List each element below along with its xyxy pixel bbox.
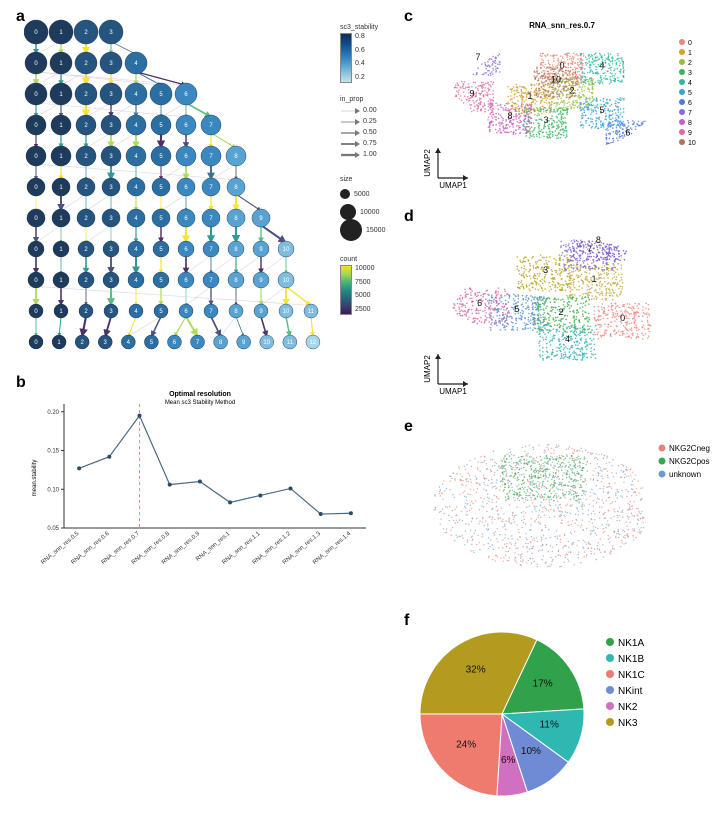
legend-count: count 10000750050002500 <box>340 256 374 315</box>
stability-line-chart: 0.050.100.150.20RNA_snn_res.0.5RNA_snn_r… <box>26 386 374 570</box>
svg-text:1: 1 <box>527 91 532 101</box>
svg-text:5: 5 <box>599 105 604 115</box>
svg-text:3: 3 <box>543 115 548 125</box>
svg-text:6: 6 <box>688 100 692 107</box>
svg-text:UMAP2: UMAP2 <box>423 355 432 383</box>
panel-label-d: d <box>404 208 414 226</box>
svg-text:4: 4 <box>688 80 692 87</box>
legend-title: sc3_stability <box>340 24 378 31</box>
legend-title: in_prop <box>340 96 377 103</box>
svg-text:4: 4 <box>599 60 604 70</box>
umap-c: RNA_snn_res.0.7 0 1 2 3 4 5 6 7 8 9 10 UMAP1 UMAP2 0 1 2… <box>416 18 712 204</box>
svg-text:1: 1 <box>591 274 596 284</box>
legend-in-prop: in_prop 0.000.250.500.751.00 <box>340 96 377 160</box>
svg-text:0: 0 <box>559 60 564 70</box>
svg-text:7: 7 <box>587 244 592 254</box>
svg-text:2: 2 <box>558 307 563 317</box>
svg-text:UMAP1: UMAP1 <box>439 387 467 396</box>
svg-text:10: 10 <box>283 278 290 284</box>
legend-title: count <box>340 256 374 263</box>
svg-text:UMAP1: UMAP1 <box>439 181 467 190</box>
svg-text:5: 5 <box>688 90 692 97</box>
svg-text:3: 3 <box>688 70 692 77</box>
svg-text:3: 3 <box>543 265 548 275</box>
svg-text:5: 5 <box>514 304 519 314</box>
legend-sc3-stability: sc3_stability 0.80.60.40.2 <box>340 24 378 83</box>
svg-text:9: 9 <box>469 88 474 98</box>
svg-text:4: 4 <box>565 334 570 344</box>
svg-text:0.15: 0.15 <box>47 449 59 455</box>
svg-text:8: 8 <box>688 120 692 127</box>
umap-d: 0 1 2 3 4 5 6 78 UMAP1 UMAP2 <box>416 218 712 404</box>
umap-e: NKG2CnegNKG2Cposunknown <box>416 430 712 596</box>
svg-text:0.05: 0.05 <box>47 526 59 532</box>
svg-text:7: 7 <box>688 110 692 117</box>
svg-text:Optimal resolution: Optimal resolution <box>169 391 231 398</box>
svg-text:12: 12 <box>310 340 317 346</box>
svg-text:Mean sc3 Stability Method: Mean sc3 Stability Method <box>165 400 235 406</box>
panel-label-c: c <box>404 8 413 26</box>
svg-text:7: 7 <box>475 52 480 62</box>
svg-text:11: 11 <box>287 340 294 346</box>
svg-text:1: 1 <box>688 50 692 57</box>
svg-text:10: 10 <box>263 340 270 346</box>
svg-text:6: 6 <box>477 298 482 308</box>
svg-text:10: 10 <box>551 74 561 84</box>
svg-text:9: 9 <box>688 130 692 137</box>
panel-label-e: e <box>404 418 413 436</box>
svg-text:10: 10 <box>688 140 696 147</box>
svg-text:10: 10 <box>283 247 290 253</box>
svg-text:0.20: 0.20 <box>47 410 59 416</box>
svg-text:RNA_snn_res.0.7: RNA_snn_res.0.7 <box>529 21 595 30</box>
svg-text:0: 0 <box>620 313 625 323</box>
pie-chart: 32%17%11%10%6%24%NK1ANK1BNK1CNKintNK2NK3 <box>406 618 706 804</box>
svg-text:11: 11 <box>308 309 315 315</box>
panel-label-b: b <box>16 374 26 392</box>
svg-text:2: 2 <box>688 60 692 67</box>
svg-text:0.10: 0.10 <box>47 487 59 493</box>
clustree-diagram: 0123012340123456012345670123456780123456… <box>24 16 334 362</box>
svg-text:10: 10 <box>283 309 290 315</box>
svg-text:2: 2 <box>569 86 574 96</box>
svg-text:0: 0 <box>688 40 692 47</box>
legend-size: size 50001000015000 <box>340 176 385 239</box>
svg-text:mean.stability: mean.stability <box>32 460 38 497</box>
svg-text:8: 8 <box>507 111 512 121</box>
legend-title: size <box>340 176 385 183</box>
svg-text:UMAP2: UMAP2 <box>423 149 432 177</box>
svg-text:6: 6 <box>625 128 630 138</box>
svg-text:8: 8 <box>596 235 601 245</box>
